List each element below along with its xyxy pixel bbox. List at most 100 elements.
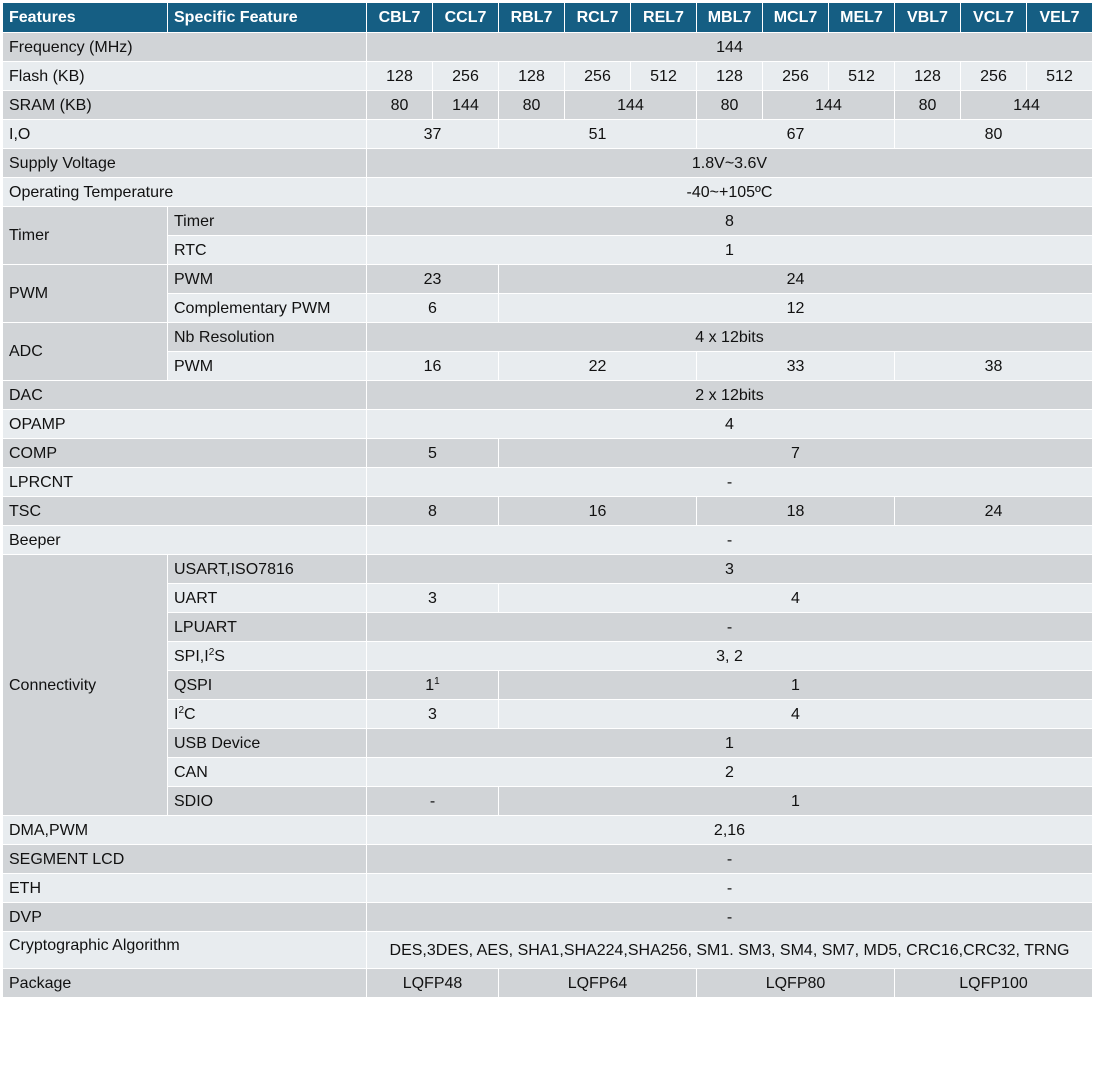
cell-value: 80 bbox=[498, 90, 565, 120]
cell-value: 18 bbox=[696, 496, 895, 526]
sub-label: PWM bbox=[167, 264, 367, 294]
footnote-marker: 1 bbox=[434, 675, 440, 687]
row-i2c: I2C 3 4 bbox=[3, 699, 1093, 729]
row-label: Supply Voltage bbox=[2, 148, 367, 178]
cell-value: 4 bbox=[366, 409, 1093, 439]
header-specific-feature: Specific Feature bbox=[167, 2, 367, 33]
cell-value: 1 bbox=[366, 235, 1093, 265]
cell-value: 144 bbox=[762, 90, 895, 120]
cell-value: 512 bbox=[828, 61, 895, 91]
cell-value: 256 bbox=[762, 61, 829, 91]
row-usb-device: USB Device 1 bbox=[3, 728, 1093, 758]
cell-value: LQFP80 bbox=[696, 968, 895, 998]
cell-value: 8 bbox=[366, 206, 1093, 236]
row-label: DVP bbox=[2, 902, 367, 932]
header-model: CBL7 bbox=[366, 2, 433, 33]
sub-label: SDIO bbox=[167, 786, 367, 816]
cell-value: 128 bbox=[498, 61, 565, 91]
cell-value: 1.8V~3.6V bbox=[366, 148, 1093, 178]
header-features: Features bbox=[2, 2, 168, 33]
cell-value: 6 bbox=[366, 293, 499, 323]
row-beeper: Beeper - bbox=[2, 525, 1093, 555]
cell-value: LQFP100 bbox=[894, 968, 1093, 998]
row-dma-pwm: DMA,PWM 2,16 bbox=[2, 815, 1093, 845]
row-label: Frequency (MHz) bbox=[2, 32, 367, 62]
cell-value: 2,16 bbox=[366, 815, 1093, 845]
row-flash: Flash (KB) 128 256 128 256 512 128 256 5… bbox=[2, 61, 1093, 91]
row-complementary-pwm: Complementary PWM 6 12 bbox=[3, 293, 1093, 323]
group-label-adc: ADC bbox=[2, 322, 168, 381]
sub-label: Nb Resolution bbox=[167, 322, 367, 352]
sub-label: QSPI bbox=[167, 670, 367, 700]
feature-comparison-table: Features Specific Feature CBL7 CCL7 RBL7… bbox=[2, 2, 1093, 998]
label-superscript: 2 bbox=[208, 646, 215, 658]
row-label: DAC bbox=[2, 380, 367, 410]
cell-value: 144 bbox=[960, 90, 1093, 120]
cell-value: 128 bbox=[894, 61, 961, 91]
cell-value: 2 bbox=[366, 757, 1093, 787]
row-lpuart: LPUART - bbox=[3, 612, 1093, 642]
row-cryptographic-algorithm: Cryptographic Algorithm DES,3DES, AES, S… bbox=[2, 931, 1093, 969]
row-label: SEGMENT LCD bbox=[2, 844, 367, 874]
row-eth: ETH - bbox=[2, 873, 1093, 903]
row-label: TSC bbox=[2, 496, 367, 526]
cell-value: - bbox=[366, 612, 1093, 642]
header-model: VCL7 bbox=[960, 2, 1027, 33]
cell-value: 128 bbox=[696, 61, 763, 91]
cell-value: 3, 2 bbox=[366, 641, 1093, 671]
cell-value: 4 bbox=[498, 583, 1093, 613]
cell-value: 5 bbox=[366, 438, 499, 468]
row-sram: SRAM (KB) 80 144 80 144 80 144 80 144 bbox=[2, 90, 1093, 120]
sub-label: SPI,I2S bbox=[167, 641, 367, 671]
cell-value: 24 bbox=[498, 264, 1093, 294]
sub-label: UART bbox=[167, 583, 367, 613]
header-model: VEL7 bbox=[1026, 2, 1093, 33]
header-model: VBL7 bbox=[894, 2, 961, 33]
cell-value: - bbox=[366, 844, 1093, 874]
cell-value: 1 bbox=[366, 728, 1093, 758]
cell-value: 23 bbox=[366, 264, 499, 294]
row-package: Package LQFP48 LQFP64 LQFP80 LQFP100 bbox=[2, 968, 1093, 998]
cell-value: 256 bbox=[960, 61, 1027, 91]
row-label: DMA,PWM bbox=[2, 815, 367, 845]
cell-value: LQFP64 bbox=[498, 968, 697, 998]
row-lprcnt: LPRCNT - bbox=[2, 467, 1093, 497]
value-text: 1 bbox=[425, 676, 435, 694]
sub-label: I2C bbox=[167, 699, 367, 729]
cell-value: 3 bbox=[366, 583, 499, 613]
row-supply-voltage: Supply Voltage 1.8V~3.6V bbox=[2, 148, 1093, 178]
cell-value: 2 x 12bits bbox=[366, 380, 1093, 410]
row-sdio: SDIO - 1 bbox=[3, 786, 1093, 816]
cell-value: -40~+105ºC bbox=[366, 177, 1093, 207]
cell-value: 67 bbox=[696, 119, 895, 149]
cell-value: - bbox=[366, 786, 499, 816]
label-superscript: 2 bbox=[178, 704, 185, 716]
sub-label: USB Device bbox=[167, 728, 367, 758]
cell-value: 3 bbox=[366, 554, 1093, 584]
header-model: MEL7 bbox=[828, 2, 895, 33]
label-text: I bbox=[174, 705, 179, 723]
row-pwm: PWM PWM 23 24 bbox=[2, 264, 1093, 323]
header-model: MCL7 bbox=[762, 2, 829, 33]
cell-value: 256 bbox=[564, 61, 631, 91]
header-model: CCL7 bbox=[432, 2, 499, 33]
cell-value: 16 bbox=[366, 351, 499, 381]
row-label: Operating Temperature bbox=[2, 177, 367, 207]
cell-value: 51 bbox=[498, 119, 697, 149]
sub-label: PWM bbox=[167, 351, 367, 381]
row-comp: COMP 5 7 bbox=[2, 438, 1093, 468]
cell-value: 12 bbox=[498, 293, 1093, 323]
cell-value: 4 bbox=[498, 699, 1093, 729]
row-label: ETH bbox=[2, 873, 367, 903]
header-model: MBL7 bbox=[696, 2, 763, 33]
cell-value: 80 bbox=[894, 119, 1093, 149]
cell-value: 24 bbox=[894, 496, 1093, 526]
row-tsc: TSC 8 16 18 24 bbox=[2, 496, 1093, 526]
row-label: I,O bbox=[2, 119, 367, 149]
sub-label: CAN bbox=[167, 757, 367, 787]
cell-value: DES,3DES, AES, SHA1,SHA224,SHA256, SM1. … bbox=[366, 931, 1093, 969]
row-label: Cryptographic Algorithm bbox=[2, 931, 367, 969]
header-model: RBL7 bbox=[498, 2, 565, 33]
group-label-pwm: PWM bbox=[2, 264, 168, 323]
sub-label: Timer bbox=[167, 206, 367, 236]
